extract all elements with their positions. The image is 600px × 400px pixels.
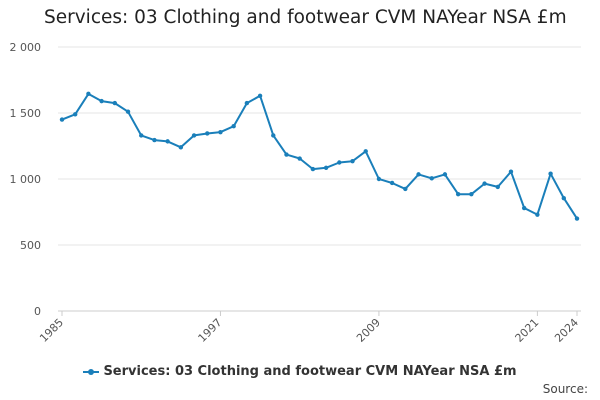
data-point bbox=[73, 112, 78, 117]
data-point bbox=[363, 149, 368, 154]
data-point bbox=[152, 137, 157, 143]
axes: 0 500 1 000 1 500 2 000 1985 1997 2009 2021 2024 bbox=[10, 41, 582, 345]
legend-marker bbox=[83, 367, 100, 377]
data-point bbox=[178, 145, 184, 150]
data-point bbox=[310, 166, 316, 172]
data-point bbox=[350, 158, 355, 164]
data-point bbox=[139, 133, 144, 138]
data-point bbox=[429, 176, 434, 181]
data-point bbox=[125, 109, 131, 114]
x-tick-label: 2024 bbox=[552, 316, 581, 345]
y-tick-label: 0 bbox=[34, 305, 41, 318]
series-line bbox=[61, 92, 578, 220]
x-tick-label: 1997 bbox=[196, 316, 225, 345]
data-point bbox=[244, 100, 250, 106]
data-point bbox=[205, 131, 210, 136]
data-point bbox=[165, 139, 170, 144]
data-point bbox=[442, 172, 448, 177]
data-point bbox=[271, 133, 276, 138]
data-point bbox=[574, 216, 580, 221]
data-point bbox=[323, 165, 329, 170]
data-point bbox=[389, 180, 395, 186]
legend-dot-swatch bbox=[88, 368, 95, 375]
chart-title: Services: 03 Clothing and footwear CVM N… bbox=[44, 7, 567, 28]
legend: Services: 03 Clothing and footwear CVM N… bbox=[0, 364, 600, 379]
series-layer bbox=[59, 91, 580, 221]
data-point bbox=[257, 93, 263, 99]
data-point bbox=[482, 181, 487, 186]
data-point bbox=[284, 152, 289, 157]
data-point bbox=[86, 91, 91, 97]
x-tick-label: 2009 bbox=[354, 316, 383, 345]
source-label: Source: bbox=[542, 382, 588, 396]
data-point bbox=[561, 195, 566, 201]
y-tick-label: 2 000 bbox=[10, 41, 42, 54]
data-point bbox=[469, 191, 474, 197]
data-point bbox=[218, 129, 223, 135]
data-point bbox=[231, 124, 236, 129]
y-tick-label: 1 000 bbox=[10, 173, 42, 186]
data-point bbox=[455, 191, 461, 197]
data-point bbox=[59, 117, 65, 122]
data-point bbox=[337, 160, 342, 165]
data-point bbox=[508, 169, 514, 174]
data-point bbox=[297, 156, 302, 161]
x-tick-label: 2021 bbox=[513, 316, 542, 345]
data-point bbox=[535, 212, 540, 217]
y-tick-label: 500 bbox=[20, 239, 41, 252]
data-point bbox=[416, 172, 421, 177]
data-point bbox=[99, 98, 104, 104]
x-tick-label: 1985 bbox=[37, 316, 66, 345]
data-point bbox=[495, 184, 500, 190]
legend-label: Services: 03 Clothing and footwear CVM N… bbox=[103, 364, 517, 379]
data-point bbox=[112, 100, 118, 106]
data-point bbox=[376, 176, 382, 182]
data-point bbox=[403, 186, 408, 192]
data-point bbox=[521, 205, 527, 211]
data-point bbox=[191, 133, 197, 138]
y-tick-label: 1 500 bbox=[10, 107, 42, 120]
data-point bbox=[548, 171, 553, 176]
gridlines bbox=[58, 46, 581, 312]
